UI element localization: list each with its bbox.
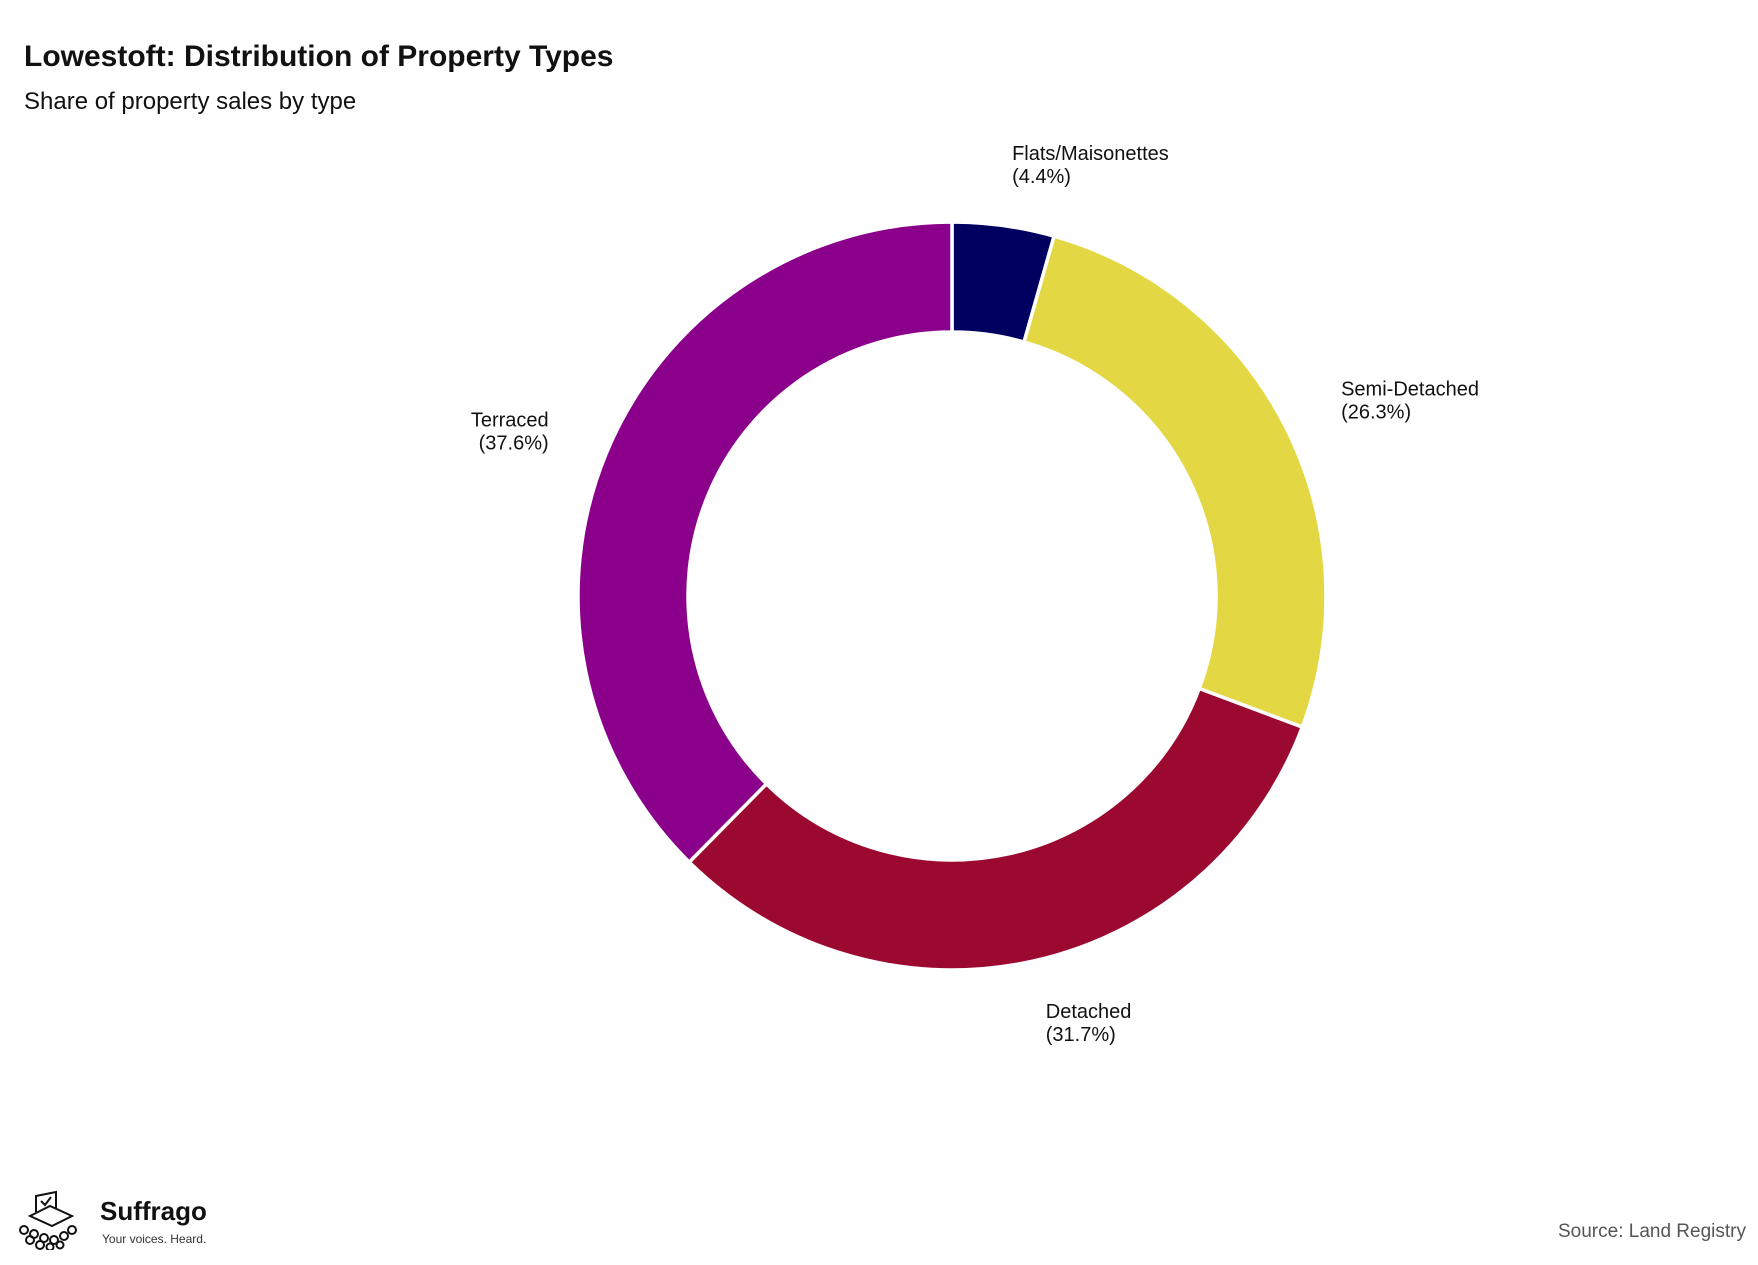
slice-label-semi-detached: Semi-Detached (26.3%) (1341, 378, 1479, 423)
chart-title: Lowestoft: Distribution of Property Type… (24, 40, 614, 73)
slice-label-flats-maisonettes: Flats/Maisonettes (4.4%) (1012, 143, 1169, 188)
logo-name: Suffrago (100, 1196, 207, 1226)
chart-subtitle: Share of property sales by type (24, 88, 357, 115)
slice-semi-detached (1021, 234, 1328, 730)
logo-tagline: Your voices. Heard. (102, 1232, 207, 1246)
source-note: Source: Land Registry (1558, 1221, 1746, 1242)
slice-terraced (576, 220, 954, 865)
slice-label-detached: Detached (31.7%) (1046, 1001, 1132, 1046)
ballot-box-crowd-icon (19, 1190, 77, 1250)
slice-detached (686, 686, 1305, 972)
slice-label-terraced: Terraced (37.6%) (471, 409, 549, 454)
suffrago-logo: Suffrago Your voices. Heard. (14, 1190, 214, 1250)
